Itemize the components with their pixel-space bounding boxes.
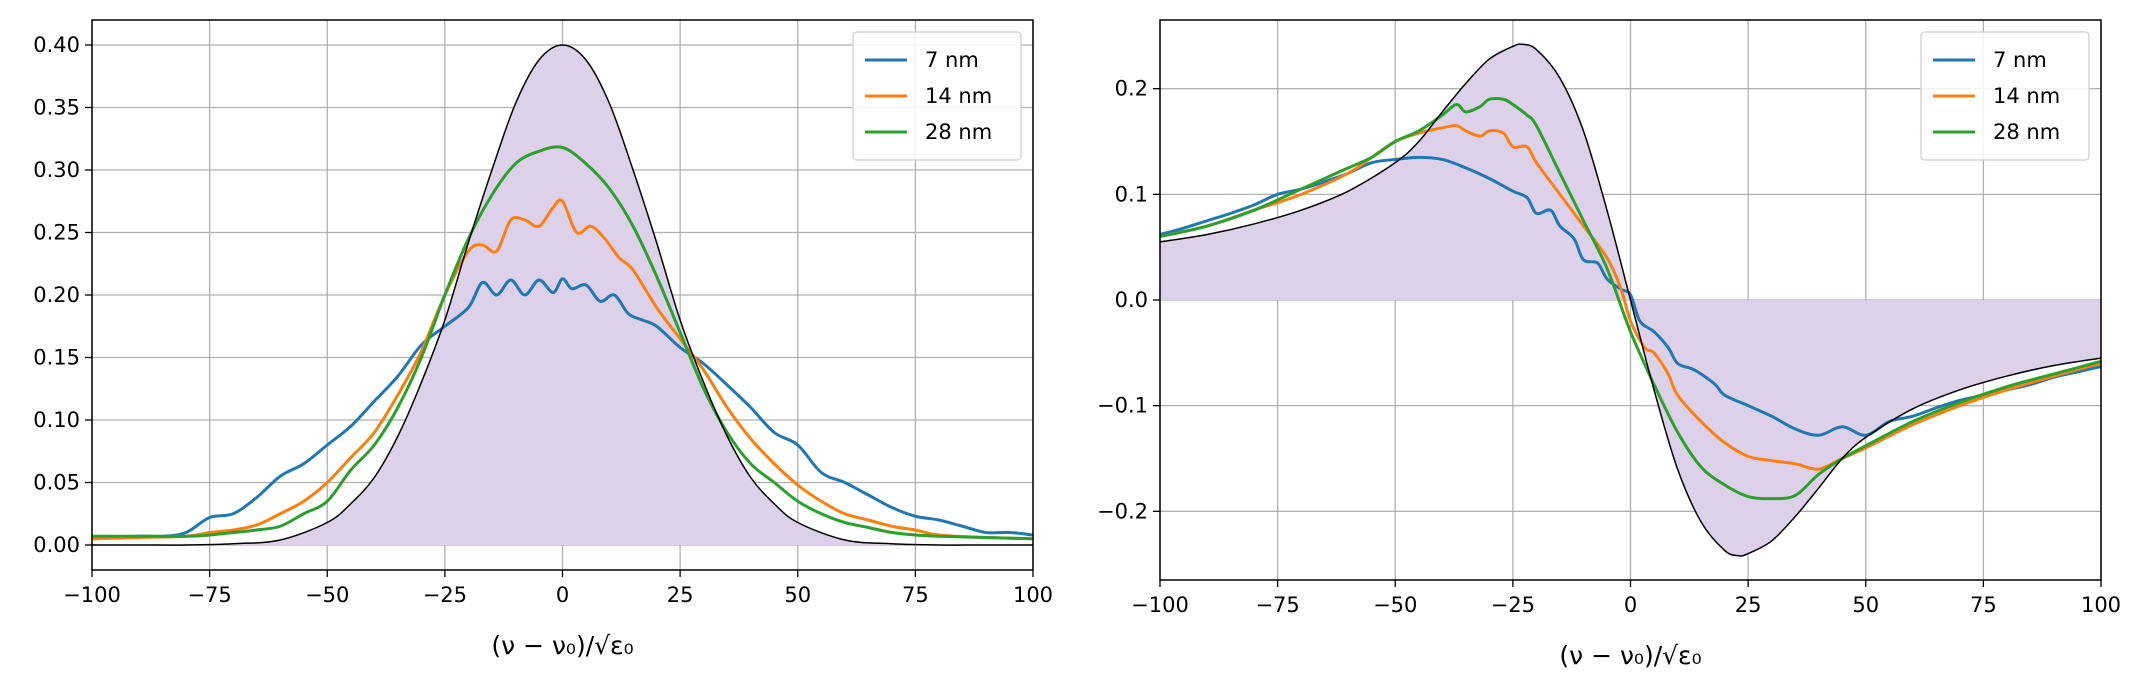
y-tick-label: 0.00	[33, 533, 80, 557]
legend-label: 28 nm	[1993, 120, 2060, 144]
y-tick-label: 0.1	[1115, 182, 1148, 206]
x-tick-label: 100	[2081, 593, 2121, 617]
x-tick-label: −50	[305, 583, 349, 607]
x-tick-label: −100	[63, 583, 121, 607]
x-axis-title: (ν − ν₀)/√ε₀	[491, 631, 633, 660]
series-line-28-nm	[92, 145, 1033, 541]
y-tick-label: 0.30	[33, 158, 80, 182]
x-axis-title: (ν − ν₀)/√ε₀	[1559, 641, 1701, 670]
y-tick-label: 0.25	[33, 221, 80, 245]
x-tick-label: 75	[902, 583, 929, 607]
reference-curve	[1160, 43, 2101, 557]
legend-label: 28 nm	[925, 120, 992, 144]
y-tick-label: 0.0	[1115, 288, 1148, 312]
x-tick-label: 50	[1852, 593, 1879, 617]
x-tick-label: −25	[423, 583, 467, 607]
x-tick-label: 50	[784, 583, 811, 607]
reference-fill	[92, 45, 1033, 546]
y-tick-label: 0.40	[33, 33, 80, 57]
legend-frame	[1920, 31, 2090, 161]
reference-curve	[92, 44, 1033, 546]
legend-label: 7 nm	[925, 48, 979, 72]
legend: 7 nm 14 nm 28 nm	[852, 31, 1022, 161]
y-tick-label: 0.05	[33, 471, 80, 495]
x-tick-label: −75	[187, 583, 231, 607]
x-tick-label: 25	[667, 583, 694, 607]
x-tick-label: −25	[1491, 593, 1535, 617]
legend-frame	[852, 31, 1022, 161]
x-tick-label: 100	[1013, 583, 1053, 607]
legend-label: 14 nm	[925, 84, 992, 108]
y-tick-label: 0.15	[33, 346, 80, 370]
x-tick-label: −100	[1131, 593, 1189, 617]
chart-panel-2: −100 −75 −50 −25 0 25 50 75 100 −0.2 −0.1 0.0 0.1 0.2…	[1097, 19, 2121, 670]
series-line-14-nm	[92, 198, 1033, 541]
x-tick-label: 0	[556, 583, 569, 607]
y-tick-label: −0.1	[1097, 394, 1148, 418]
y-tick-label: 0.10	[33, 408, 80, 432]
x-tick-label: 25	[1735, 593, 1762, 617]
series-line-7-nm	[92, 277, 1033, 541]
chart-panel-1: −100 −75 −50 −25 0 25 50 75 100 0.00 0.05 0.10 0.15 0…	[33, 19, 1053, 660]
y-tick-label: 0.20	[33, 283, 80, 307]
y-tick-label: −0.2	[1097, 499, 1148, 523]
y-tick-label: 0.35	[33, 96, 80, 120]
legend-label: 14 nm	[1993, 84, 2060, 108]
y-tick-label: 0.2	[1115, 77, 1148, 101]
x-tick-label: 75	[1970, 593, 1997, 617]
legend-label: 7 nm	[1993, 48, 2047, 72]
x-tick-label: −75	[1255, 593, 1299, 617]
x-tick-label: −50	[1373, 593, 1417, 617]
x-tick-label: 0	[1624, 593, 1637, 617]
legend: 7 nm 14 nm 28 nm	[1920, 31, 2090, 161]
